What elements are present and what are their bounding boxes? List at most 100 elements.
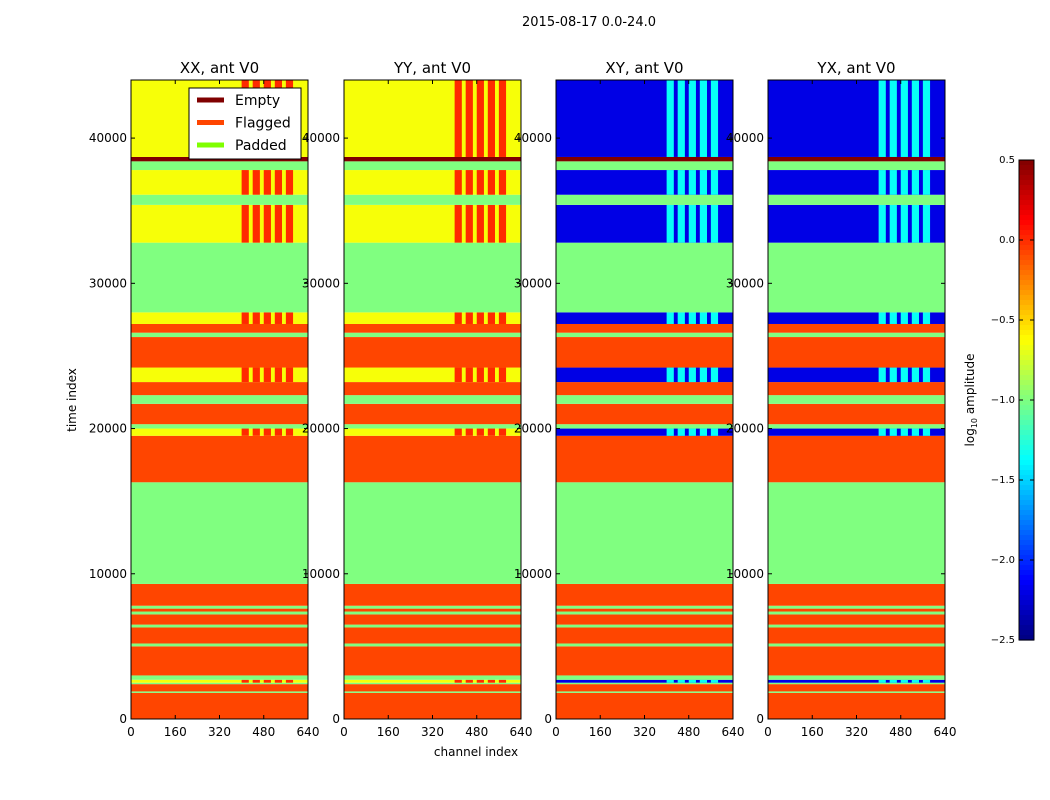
band-empty: [344, 156, 521, 162]
colorbar-segment: [1019, 410, 1034, 416]
colorbar-segment: [1019, 165, 1034, 171]
colorbar-segment: [1019, 270, 1034, 276]
band-rfi: [465, 367, 473, 383]
band-flagged: [768, 627, 945, 644]
band-flagged: [131, 684, 308, 692]
band-padded: [768, 611, 945, 615]
panel-1: YY, ant V0 0 160 320 480 640 0 10000 20000 30000 4…: [302, 59, 533, 739]
band-rfi: [878, 679, 886, 683]
colorbar-segment: [1019, 515, 1034, 521]
band-rfi: [922, 367, 931, 383]
y-tick-label: 0: [544, 712, 552, 726]
band-flagged: [768, 646, 945, 676]
band-rfi: [900, 80, 908, 157]
band-rfi: [476, 367, 484, 383]
band-padded: [768, 643, 945, 647]
colorbar-tick-label: −1.0: [991, 395, 1015, 406]
band-rfi: [498, 367, 507, 383]
band-padded: [131, 605, 308, 609]
band-padded: [556, 194, 733, 205]
band-rfi: [498, 80, 507, 157]
band-padded: [344, 691, 521, 693]
x-tick-label: 0: [552, 725, 560, 739]
colorbar-segment: [1019, 250, 1034, 256]
band-rfi: [465, 679, 473, 683]
colorbar-segment: [1019, 230, 1034, 236]
band-rfi: [666, 170, 674, 195]
band-rfi: [252, 204, 260, 243]
colorbar-segment: [1019, 325, 1034, 331]
band-flagged: [131, 646, 308, 676]
x-tick-label: 160: [377, 725, 400, 739]
band-rfi: [710, 679, 719, 683]
band-flagged: [344, 337, 521, 368]
colorbar-segment: [1019, 485, 1034, 491]
colorbar-segment: [1019, 265, 1034, 271]
band-rfi: [900, 204, 908, 243]
colorbar-segment: [1019, 605, 1034, 611]
band-rfi: [454, 367, 462, 383]
band-rfi: [677, 428, 685, 436]
colorbar-segment: [1019, 420, 1034, 426]
band-rfi: [688, 204, 696, 243]
band-flagged: [131, 382, 308, 396]
band-padded: [556, 424, 733, 429]
band-flagged: [131, 692, 308, 719]
colorbar-segment: [1019, 535, 1034, 541]
band-flagged: [131, 583, 308, 606]
colorbar-segment: [1019, 290, 1034, 296]
colorbar-segment: [1019, 300, 1034, 306]
band-rfi: [878, 312, 886, 324]
band-rfi: [465, 204, 473, 243]
colorbar-segment: [1019, 340, 1034, 346]
band-rfi: [911, 80, 920, 157]
band-rfi: [911, 204, 920, 243]
band-data: [556, 428, 733, 436]
band-flagged: [344, 435, 521, 483]
band-padded: [556, 691, 733, 693]
colorbar-segment: [1019, 510, 1034, 516]
band-rfi: [900, 170, 908, 195]
band-rfi: [878, 204, 886, 243]
band-rfi: [498, 428, 507, 436]
y-tick-label: 30000: [302, 276, 340, 290]
x-tick-label: 480: [465, 725, 488, 739]
panel-title: XX, ant V0: [180, 59, 259, 77]
band-rfi: [699, 312, 708, 324]
band-flagged: [768, 684, 945, 692]
band-rfi: [911, 170, 920, 195]
band-rfi: [274, 679, 283, 683]
band-padded: [556, 482, 733, 584]
colorbar-segment: [1019, 160, 1034, 166]
x-tick-label: 320: [845, 725, 868, 739]
band-flagged: [131, 614, 308, 625]
band-padded: [344, 194, 521, 205]
band-padded: [556, 605, 733, 609]
colorbar-segment: [1019, 580, 1034, 586]
band-rfi: [476, 679, 484, 683]
band-rfi: [454, 170, 462, 195]
band-rfi: [476, 170, 484, 195]
colorbar-segment: [1019, 315, 1034, 321]
band-rfi: [922, 679, 931, 683]
band-padded: [344, 682, 521, 685]
band-flagged: [344, 692, 521, 719]
band-rfi: [263, 679, 271, 683]
band-rfi: [241, 312, 249, 324]
band-rfi: [666, 312, 674, 324]
band-rfi: [498, 312, 507, 324]
band-padded: [131, 242, 308, 313]
band-padded: [344, 395, 521, 404]
legend-label: Empty: [235, 93, 280, 109]
band-rfi: [465, 170, 473, 195]
band-padded: [131, 194, 308, 205]
y-tick-label: 20000: [514, 422, 552, 436]
band-rfi: [922, 170, 931, 195]
band-rfi: [476, 204, 484, 243]
colorbar-segment: [1019, 285, 1034, 291]
band-flagged: [131, 323, 308, 333]
band-padded: [768, 242, 945, 313]
band-padded: [131, 624, 308, 628]
colorbar-segment: [1019, 625, 1034, 631]
band-padded: [768, 395, 945, 404]
